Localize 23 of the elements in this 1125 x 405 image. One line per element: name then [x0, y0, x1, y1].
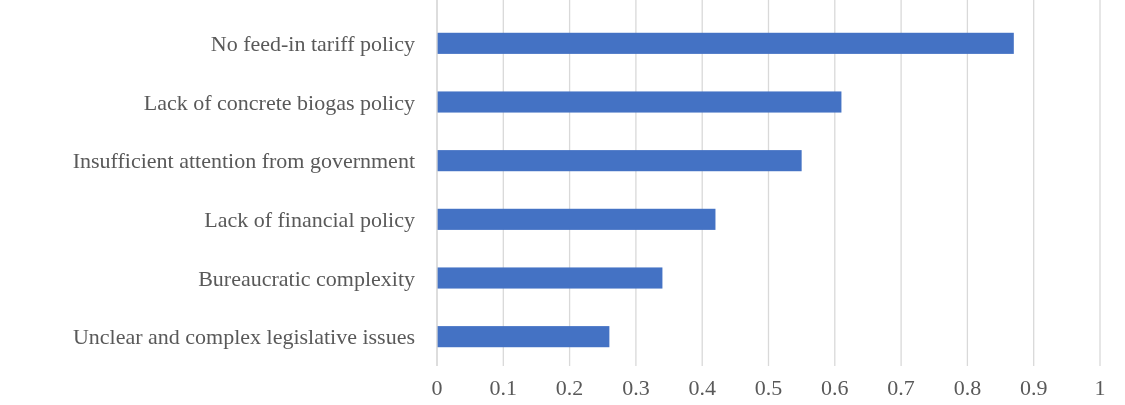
y-tick-label: Unclear and complex legislative issues: [72, 324, 415, 350]
y-tick-label: Lack of financial policy: [204, 207, 415, 233]
x-tick-label: 0.9: [1019, 375, 1048, 400]
y-tick-label: Lack of concrete biogas policy: [143, 89, 415, 115]
bar: [437, 91, 842, 113]
x-tick-label: 0.4: [688, 375, 716, 400]
x-tick-label: 0.1: [489, 375, 518, 400]
bar: [437, 267, 663, 289]
y-tick-label: Insufficient attention from government: [72, 148, 415, 174]
x-tick-label: 0.8: [953, 375, 982, 400]
x-tick-label: 0.7: [887, 375, 915, 400]
bar: [437, 326, 610, 348]
bar: [437, 150, 802, 172]
x-tick-label: 0.6: [821, 375, 849, 400]
y-tick-label: Bureaucratic complexity: [198, 265, 415, 291]
x-tick-label: 0.5: [754, 375, 783, 400]
x-tick-label: 1: [1094, 375, 1106, 400]
bar: [437, 208, 716, 230]
x-tick-label: 0.3: [622, 375, 650, 400]
x-tick-label: 0.2: [555, 375, 584, 400]
bar: [437, 32, 1014, 54]
y-tick-label: No feed-in tariff policy: [210, 31, 415, 57]
x-tick-label: 0: [431, 375, 443, 400]
